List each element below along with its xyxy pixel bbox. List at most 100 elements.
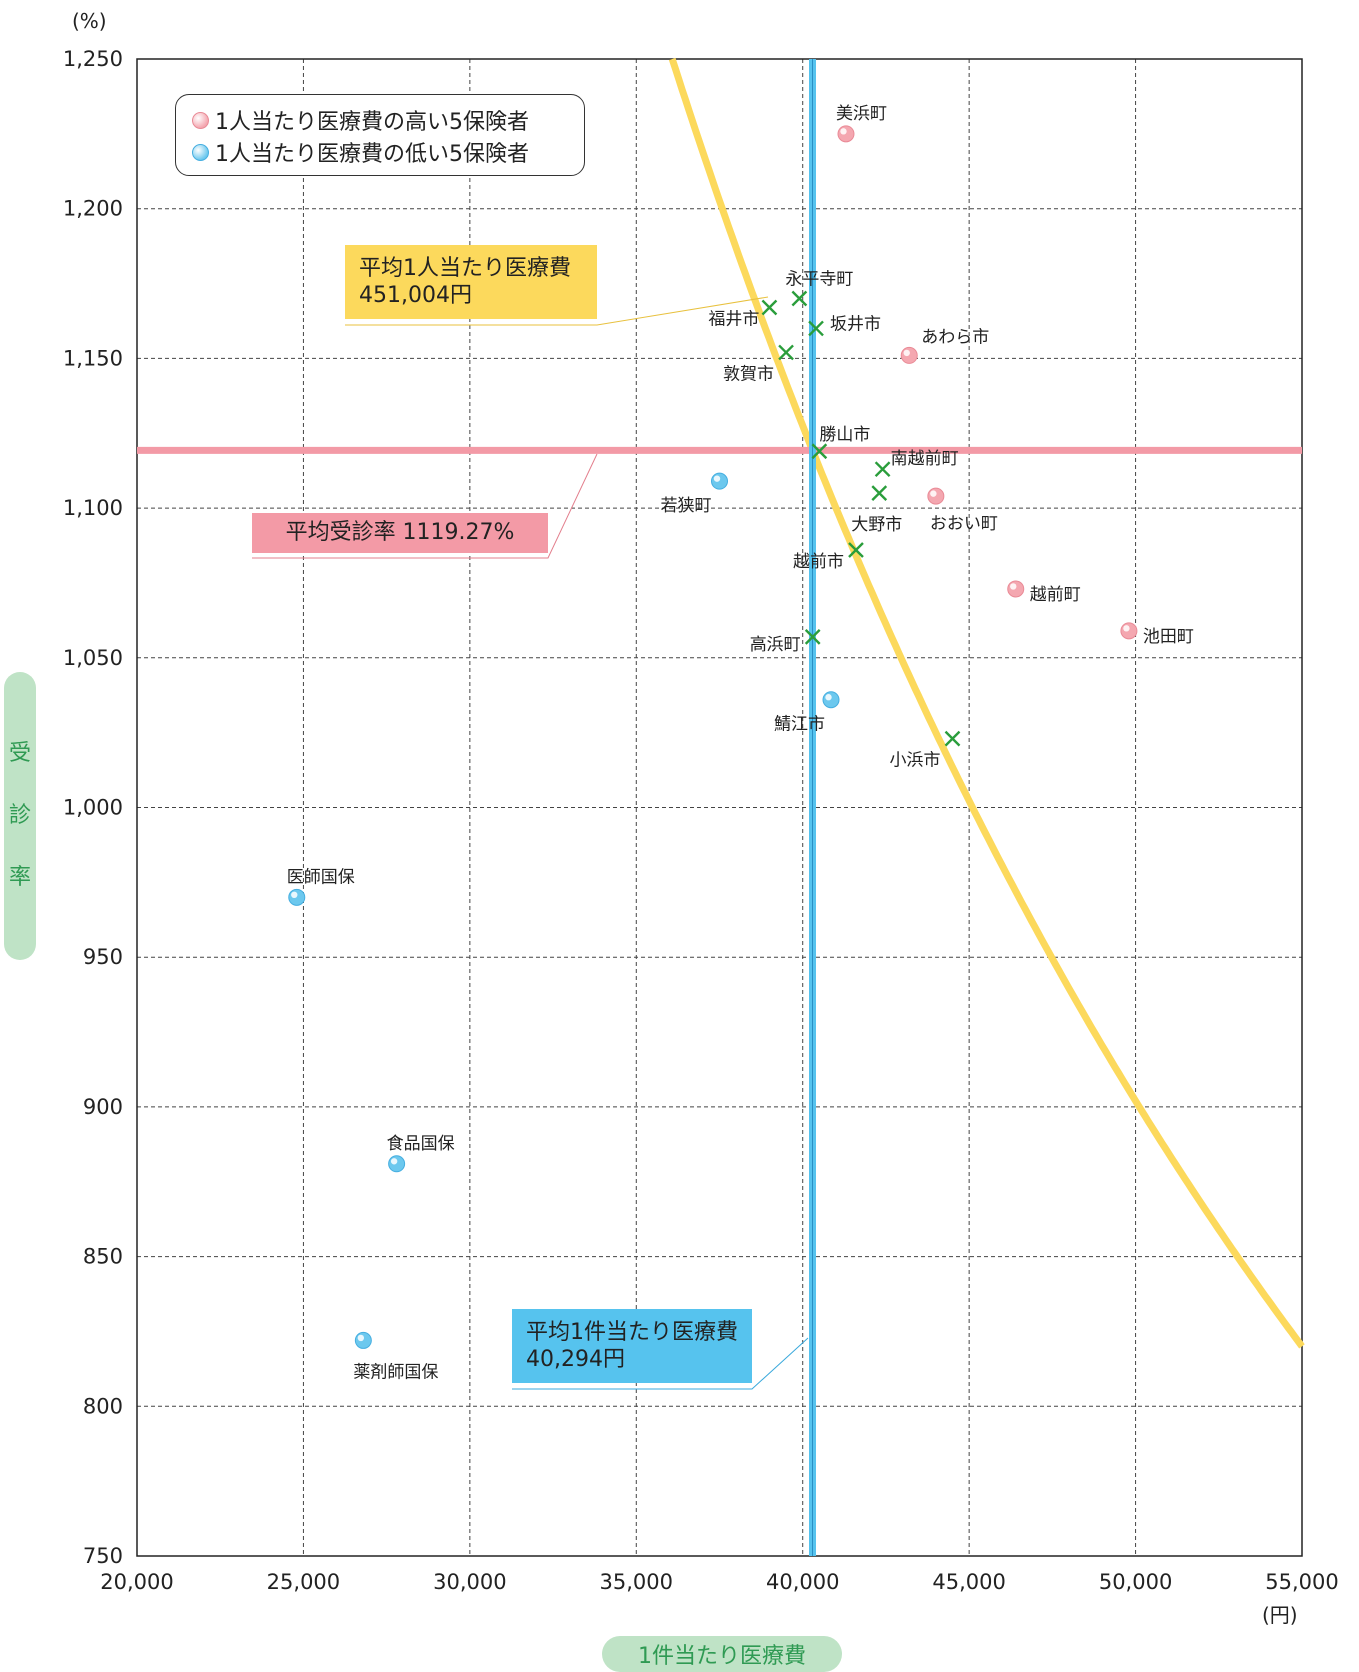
y-tick-label: 1,100 xyxy=(63,496,123,520)
y-tick-label: 800 xyxy=(83,1394,123,1418)
data-point-敦賀市 xyxy=(778,344,794,361)
data-point-越前市 xyxy=(848,542,864,558)
data-point-highlight xyxy=(825,694,832,701)
x-axis-title: 1件当たり医療費 xyxy=(602,1636,842,1672)
data-label-南越前町: 南越前町 xyxy=(891,449,959,469)
reference-lines xyxy=(137,59,1302,1556)
data-point-あわら市 xyxy=(900,346,918,364)
legend-label-low: 1人当たり医療費の低い5保険者 xyxy=(215,142,529,167)
data-point-池田町 xyxy=(1120,622,1138,640)
avg-per-capita-leader xyxy=(345,296,769,326)
tick-labels: 1,250 1,200 1,150 1,100 1,050 1,000 950 900 850 8… xyxy=(63,47,1339,1594)
legend-label-high: 1人当たり医療費の高い5保険者 xyxy=(215,110,529,135)
x-tick-label: 55,000 xyxy=(1265,1570,1338,1594)
avg-per-capita-curve-path xyxy=(668,57,1305,1349)
cross-stroke xyxy=(791,290,808,307)
y-tick-label: 1,150 xyxy=(63,346,123,370)
leader-lines xyxy=(252,296,809,1390)
y-tick-label: 750 xyxy=(83,1544,123,1568)
data-point-highlight xyxy=(357,1334,365,1342)
data-label-敦賀市: 敦賀市 xyxy=(723,364,774,384)
blue-dot-icon xyxy=(192,143,209,161)
plot-frame xyxy=(136,58,1303,1557)
x-tick-label: 50,000 xyxy=(1099,1570,1172,1594)
data-label-池田町: 池田町 xyxy=(1143,627,1194,647)
avg-per-capita-cost-label: 平均1人当たり医療費 451,004円 xyxy=(345,245,597,319)
cross-stroke xyxy=(804,628,821,645)
data-point-highlight xyxy=(1010,583,1017,590)
avg-case-cost-title: 平均1件当たり医療費 xyxy=(526,1320,738,1345)
x-tick-label: 30,000 xyxy=(433,1570,506,1594)
cross-stroke xyxy=(778,344,794,361)
avg-case-cost-value: 40,294円 xyxy=(526,1347,625,1372)
avg-visit-rate-text: 平均受診率 1119.27% xyxy=(285,520,515,545)
data-point-highlight xyxy=(930,490,937,497)
data-point-坂井市 xyxy=(808,320,824,337)
data-point-highlight xyxy=(903,349,910,357)
data-point-美浜町 xyxy=(837,125,855,143)
data-label-鯖江市: 鯖江市 xyxy=(774,715,825,735)
data-label-高浜町: 高浜町 xyxy=(750,635,801,655)
y-tick-label: 850 xyxy=(83,1245,123,1269)
avg-case-cost-label: 平均1件当たり医療費 40,294円 xyxy=(512,1309,752,1383)
y-tick-label: 900 xyxy=(83,1095,123,1119)
data-point-highlight xyxy=(390,1158,398,1165)
y-tick-label: 1,200 xyxy=(63,197,123,221)
avg-visit-rate-label: 平均受診率 1119.27% xyxy=(252,513,548,553)
data-point-おおい町 xyxy=(927,487,945,505)
y-axis-title-char: 診 xyxy=(8,803,31,828)
data-point-福井市 xyxy=(761,299,778,316)
data-point-大野市 xyxy=(871,485,888,501)
data-point-南越前町 xyxy=(874,461,891,478)
data-point-若狭町 xyxy=(711,472,728,490)
x-tick-label: 25,000 xyxy=(267,1570,340,1594)
data-point-highlight xyxy=(713,475,721,482)
data-point-highlight xyxy=(291,891,298,899)
x-tick-label: 40,000 xyxy=(766,1570,839,1594)
data-point-越前町 xyxy=(1007,580,1025,598)
data-label-勝山市: 勝山市 xyxy=(819,425,870,445)
cross-stroke xyxy=(761,299,778,316)
y-axis-title: 受診率 xyxy=(4,672,36,960)
data-label-大野市: 大野市 xyxy=(851,515,902,535)
avg-per-capita-curve xyxy=(668,57,1305,1349)
data-point-薬剤師国保 xyxy=(354,1331,372,1349)
data-point-highlight xyxy=(840,128,847,135)
data-point-鯖江市 xyxy=(822,691,840,709)
cross-stroke xyxy=(808,320,824,337)
cross-stroke xyxy=(871,485,888,501)
avg-per-capita-cost-value: 451,004円 xyxy=(359,283,472,308)
data-label-美浜町: 美浜町 xyxy=(836,104,887,124)
data-point-食品国保 xyxy=(388,1155,406,1173)
y-tick-label: 950 xyxy=(83,945,123,969)
x-tick-label: 20,000 xyxy=(100,1570,173,1594)
legend-item-low: 1人当たり医療費の低い5保険者 xyxy=(192,136,529,168)
cross-stroke xyxy=(848,542,864,558)
data-label-医師国保: 医師国保 xyxy=(287,867,355,887)
y-tick-label: 1,250 xyxy=(63,47,123,71)
data-point-小浜市 xyxy=(944,730,961,747)
data-label-薬剤師国保: 薬剤師国保 xyxy=(353,1362,438,1382)
pink-dot-icon xyxy=(192,111,209,129)
data-label-おおい町: おおい町 xyxy=(930,514,998,534)
legend: 1人当たり医療費の高い5保険者 1人当たり医療費の低い5保険者 xyxy=(175,94,585,176)
avg-case-cost-leader xyxy=(512,1337,809,1390)
x-tick-label: 35,000 xyxy=(600,1570,673,1594)
data-label-若狭町: 若狭町 xyxy=(661,496,712,516)
avg-per-capita-cost-title: 平均1人当たり医療費 xyxy=(359,256,571,281)
data-label-食品国保: 食品国保 xyxy=(387,1134,455,1154)
y-tick-label: 1,050 xyxy=(63,646,123,670)
data-label-小浜市: 小浜市 xyxy=(890,751,941,771)
x-tick-label: 45,000 xyxy=(932,1570,1005,1594)
data-point-永平寺町 xyxy=(791,290,808,307)
y-unit-label: (%) xyxy=(72,9,107,33)
data-label-あわら市: あわら市 xyxy=(921,327,989,347)
data-label-福井市: 福井市 xyxy=(708,310,759,330)
y-axis-title-char: 率 xyxy=(8,865,31,890)
avg-visit-rate-leader xyxy=(252,453,598,559)
data-label-永平寺町: 永平寺町 xyxy=(785,270,853,290)
y-tick-label: 1,000 xyxy=(63,796,123,820)
data-label-坂井市: 坂井市 xyxy=(830,314,881,334)
